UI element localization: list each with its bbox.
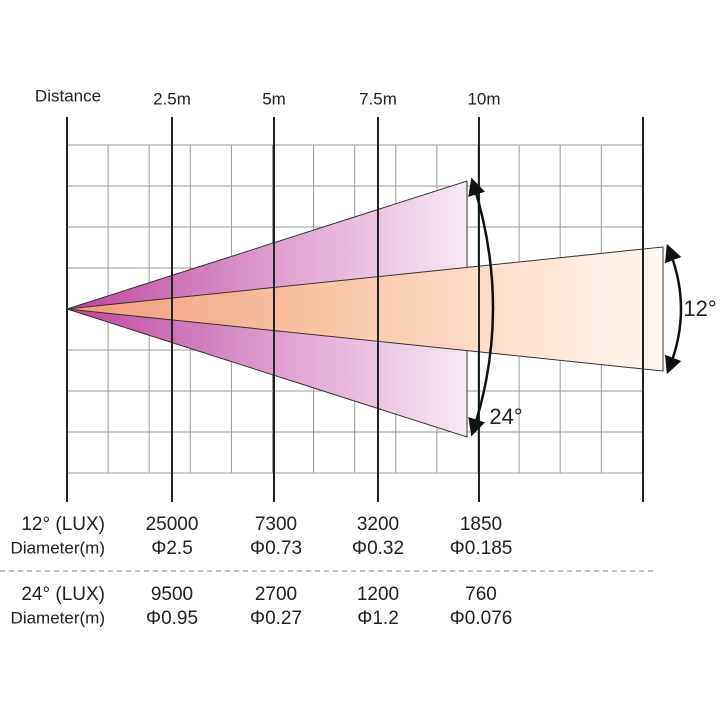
- beam-12: [66, 246, 664, 372]
- distance-label: Distance: [35, 86, 101, 105]
- table-cell: 2700: [255, 584, 297, 605]
- distance-tick: 2.5m: [153, 89, 191, 108]
- table-cell: Φ0.95: [146, 608, 198, 629]
- table-cell: 9500: [151, 584, 193, 605]
- table-cell: Φ0.27: [250, 608, 302, 629]
- table-cell: 25000: [146, 514, 199, 535]
- angle-arc-12: [664, 243, 683, 375]
- row-label: 24° (LUX): [21, 584, 105, 605]
- row-label: Diameter(m): [11, 538, 105, 557]
- table-cell: Φ0.32: [352, 538, 404, 559]
- table-cell: Φ2.5: [151, 538, 193, 559]
- beam-label: 24°: [489, 404, 522, 429]
- distance-tick: 10m: [467, 89, 500, 108]
- distance-tick: 5m: [262, 89, 286, 108]
- angle-arc-24: [468, 177, 495, 437]
- table-cell: 7300: [255, 514, 297, 535]
- row-label: 12° (LUX): [21, 514, 105, 535]
- labels: 2.5m 5m 7.5m 10m 12° (LUX) 25000 7300 3200 1850 D…: [11, 89, 513, 629]
- beam-label: 12°: [683, 296, 716, 321]
- table-cell: 1200: [357, 584, 399, 605]
- table-cell: Φ0.73: [250, 538, 302, 559]
- table-cell: 1850: [460, 514, 502, 535]
- table-cell: 760: [465, 584, 497, 605]
- distance-tick: 7.5m: [359, 89, 397, 108]
- table-cell: 3200: [357, 514, 399, 535]
- row-label: Diameter(m): [11, 608, 105, 627]
- table-cell: Φ0.076: [450, 608, 513, 629]
- table-cell: Φ1.2: [357, 608, 399, 629]
- table-cell: Φ0.185: [450, 538, 513, 559]
